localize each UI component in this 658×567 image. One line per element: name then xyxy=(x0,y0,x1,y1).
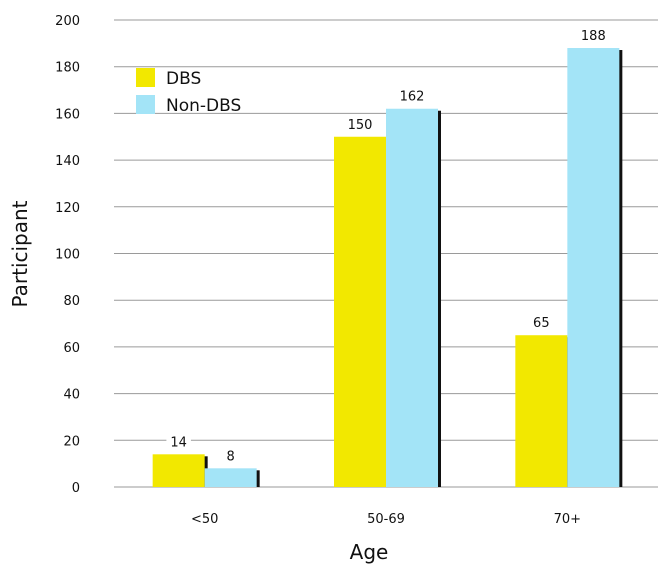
legend-swatch-dbs xyxy=(136,68,155,87)
bar-dbs-70 xyxy=(515,335,568,487)
value-label-bg-non-dbs-70 xyxy=(576,28,610,46)
value-labels: 14 8 150 162 65 188 xyxy=(166,28,610,466)
bar-dbs-50-69 xyxy=(334,136,386,487)
value-label-non-dbs-70: 188 xyxy=(581,29,606,44)
y-axis-ticks: 0 20 40 60 80 100 120 140 160 180 200 xyxy=(55,14,80,496)
x-axis-title: Age xyxy=(350,540,389,564)
y-tick-label-140: 140 xyxy=(55,154,80,169)
bar-dbs-50 xyxy=(152,454,205,487)
y-tick-label-60: 60 xyxy=(63,341,80,356)
legend-label-dbs: DBS xyxy=(166,69,201,89)
x-tick-label-50-69: 50-69 xyxy=(367,512,405,527)
x-tick-label-70: 70+ xyxy=(554,512,581,527)
y-tick-label-0: 0 xyxy=(72,481,80,496)
y-tick-label-40: 40 xyxy=(63,388,80,403)
legend: DBS Non-DBS xyxy=(136,68,241,116)
y-tick-label-160: 160 xyxy=(55,107,80,122)
y-tick-label-80: 80 xyxy=(63,294,80,309)
value-label-non-dbs-50: 8 xyxy=(227,449,235,464)
value-label-bg-non-dbs-50 xyxy=(222,448,239,466)
y-tick-label-120: 120 xyxy=(55,201,80,216)
legend-label-non-dbs: Non-DBS xyxy=(166,96,241,116)
value-label-dbs-70: 65 xyxy=(533,316,550,331)
y-axis-title: Participant xyxy=(8,200,32,307)
bar-non-dbs-50-69 xyxy=(386,108,438,487)
value-label-bg-dbs-50 xyxy=(166,434,191,452)
value-label-bg-dbs-50-69 xyxy=(343,116,377,134)
bars xyxy=(152,48,623,488)
y-tick-label-20: 20 xyxy=(63,434,80,449)
value-label-bg-non-dbs-50-69 xyxy=(395,88,429,106)
value-label-non-dbs-50-69: 162 xyxy=(400,90,425,105)
value-label-dbs-50-69: 150 xyxy=(348,118,373,133)
value-label-bg-dbs-70 xyxy=(529,315,554,333)
value-label-dbs-50: 14 xyxy=(170,435,187,450)
legend-swatch-non-dbs xyxy=(136,95,155,114)
y-tick-label-200: 200 xyxy=(55,14,80,29)
y-tick-label-100: 100 xyxy=(55,248,80,263)
bar-non-dbs-70 xyxy=(567,48,620,488)
y-tick-label-180: 180 xyxy=(55,61,80,76)
bar-non-dbs-50 xyxy=(204,468,257,487)
x-axis-ticks: <50 50-69 70+ xyxy=(191,512,581,527)
x-tick-label-50: <50 xyxy=(191,512,218,527)
